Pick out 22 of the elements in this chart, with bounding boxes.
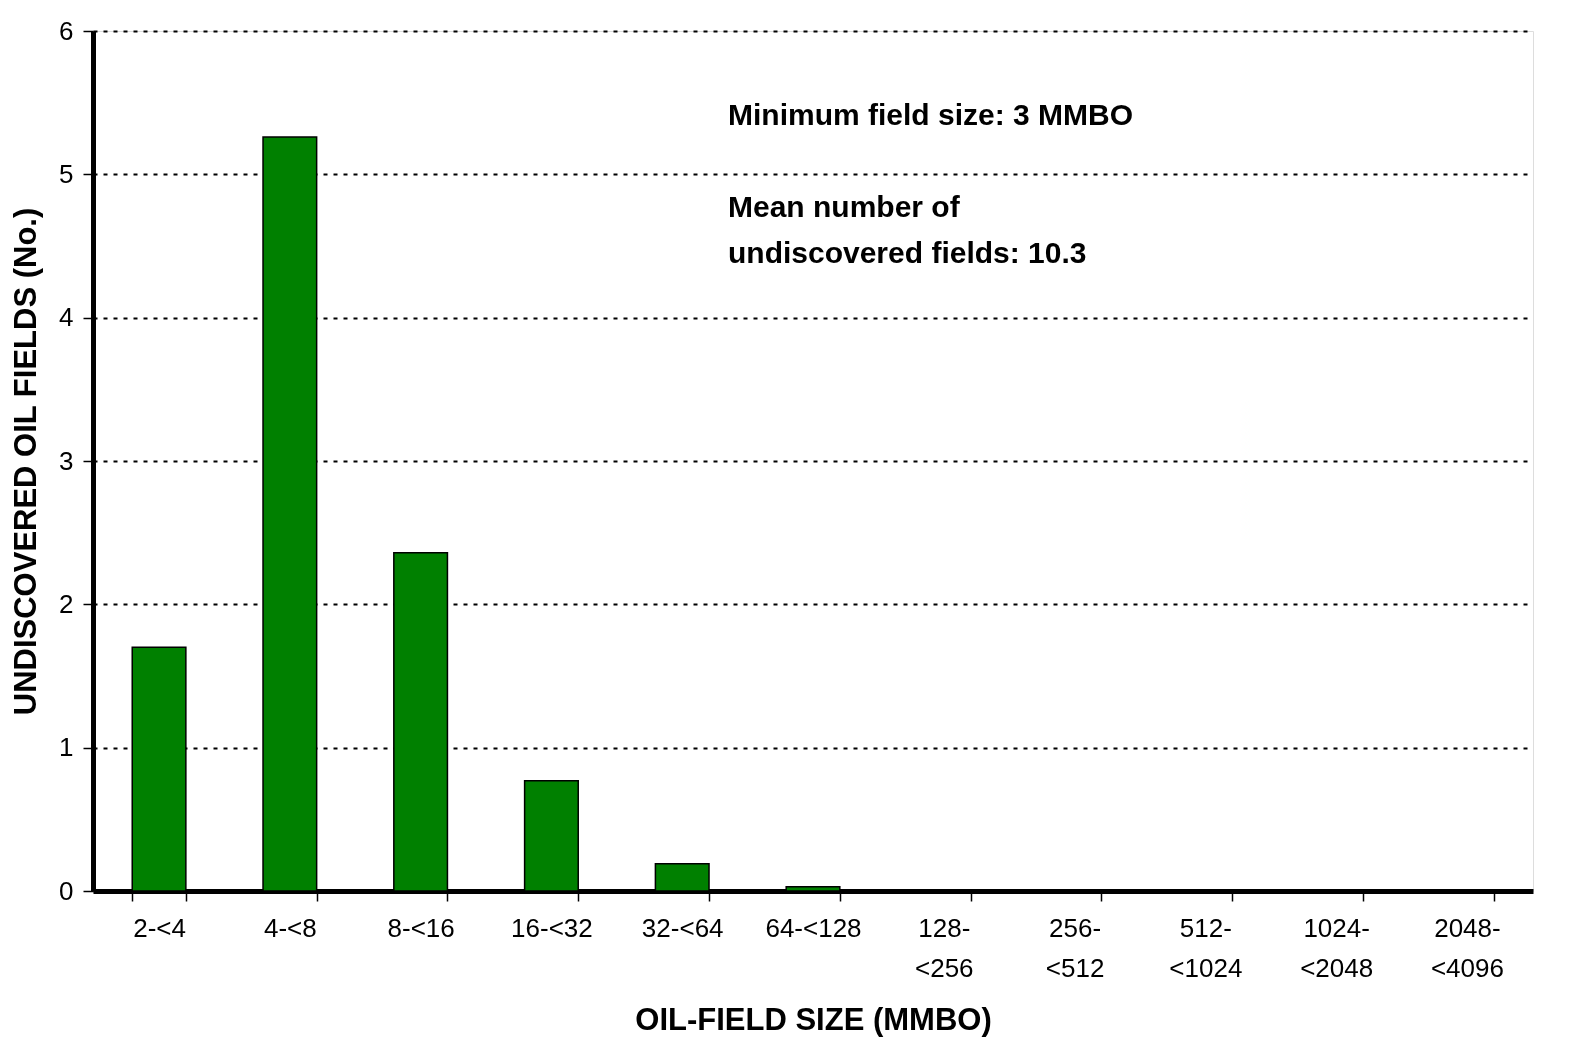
y-tick-label: 6: [59, 15, 74, 46]
x-tick-label: 1024-<2048: [1300, 912, 1374, 983]
annotation: Mean number of undiscovered fields: 10.3: [728, 190, 1087, 269]
x-tick-label: 8-<16: [387, 912, 455, 943]
x-tick-label: 32-<64: [641, 912, 724, 943]
x-tick-label: 128-<256: [915, 912, 974, 983]
x-tick-label: 2-<4: [133, 912, 186, 943]
annotation: Minimum field size: 3 MMBO: [728, 98, 1134, 131]
x-tick-label: 2048-<4096: [1430, 912, 1504, 983]
y-tick-label: 5: [59, 158, 74, 189]
x-tick-label: 256-<512: [1045, 912, 1105, 983]
x-axis-title: OIL-FIELD SIZE (MMBO): [635, 1001, 992, 1037]
y-tick-label: 0: [59, 875, 74, 906]
x-tick-label: 16-<32: [511, 912, 593, 943]
y-tick-label: 3: [59, 445, 74, 476]
y-tick-label: 4: [59, 302, 74, 333]
y-axis-title: UNDISCOVERED OIL FIELDS (No.): [8, 207, 44, 716]
y-tick-label: 1: [59, 732, 74, 763]
x-tick-label: 4-<8: [263, 912, 317, 943]
x-tick-label: 512-<1024: [1169, 912, 1243, 983]
x-tick-label: 64-<128: [765, 912, 862, 943]
y-tick-label: 2: [59, 588, 74, 619]
